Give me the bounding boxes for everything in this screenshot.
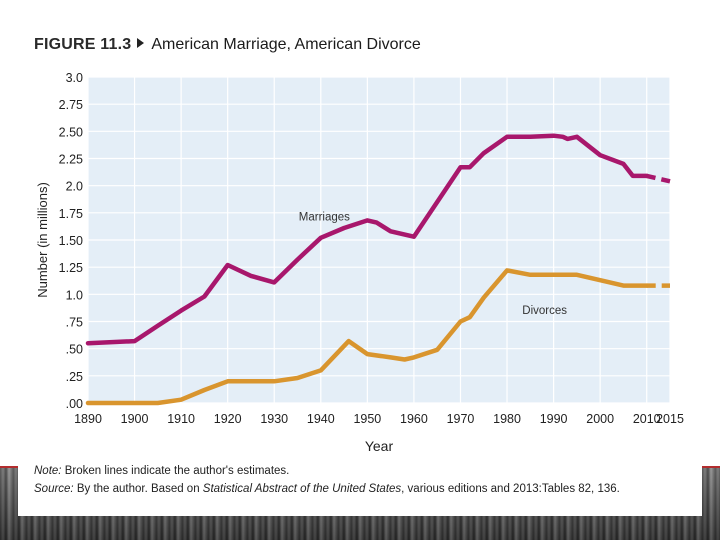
source-line: Source: By the author. Based on Statisti…	[34, 480, 620, 498]
series-label-marriages: Marriages	[299, 211, 350, 223]
y-tick-label: 2.25	[59, 153, 83, 167]
line-chart: Marriages Divorces .00 .25 .50 .75 1.0 1.25 1.5…	[35, 71, 684, 454]
x-tick-label: 1980	[493, 412, 521, 426]
x-tick-label: 1990	[540, 412, 568, 426]
series-layer: Marriages Divorces	[85, 133, 671, 406]
y-tick-label: .50	[66, 343, 83, 357]
note-line: Note: Broken lines indicate the author's…	[34, 462, 620, 480]
gridlines	[87, 76, 671, 404]
y-tick-label: .75	[66, 316, 83, 330]
x-tick-label: 1920	[214, 412, 242, 426]
source-tail: , various editions and 2013:Tables 82, 1…	[401, 483, 620, 495]
y-tick-label: 2.75	[59, 98, 83, 112]
x-tick-label: 1940	[307, 412, 335, 426]
x-tick-label: 1910	[167, 412, 195, 426]
x-tick-label: 2015	[656, 412, 684, 426]
note-text: Broken lines indicate the author's estim…	[64, 465, 290, 477]
series-label-divorces: Divorces	[522, 305, 567, 317]
note-label: Note:	[34, 465, 62, 477]
x-tick-label: 1970	[447, 412, 475, 426]
x-tick-label: 1900	[121, 412, 149, 426]
y-tick-label: 1.75	[59, 207, 83, 221]
figure-label: FIGURE 11.3	[34, 36, 132, 53]
play-arrow-icon	[137, 38, 145, 48]
y-tick-label: .00	[66, 397, 83, 411]
y-tick-label: 1.0	[66, 288, 83, 302]
figure-title: FIGURE 11.3 American Marriage, American D…	[34, 36, 421, 54]
x-tick-label: 2000	[586, 412, 614, 426]
y-tick-label: 3.0	[66, 71, 83, 85]
y-axis-label: Number (in millions)	[35, 182, 50, 298]
y-tick-label: 2.50	[59, 125, 83, 139]
x-axis-label: Year	[365, 438, 394, 454]
x-tick-label: 1930	[260, 412, 288, 426]
source-publication: Statistical Abstract of the United State…	[202, 483, 402, 495]
source-label: Source:	[34, 483, 74, 495]
y-tick-label: 1.50	[59, 234, 83, 248]
x-tick-label: 2010	[633, 412, 661, 426]
y-tick-label: .25	[66, 370, 83, 384]
x-tick-label: 1950	[353, 412, 381, 426]
y-tick-label: 1.25	[59, 261, 83, 275]
x-tick-label: 1890	[74, 412, 102, 426]
source-text: By the author. Based on	[76, 483, 203, 495]
series-line-marriages	[85, 133, 649, 346]
series-line-divorces	[85, 268, 649, 406]
y-tick-label: 2.0	[66, 180, 83, 194]
y-tick-labels: .00 .25 .50 .75 1.0 1.25 1.50 1.75 2.0 2.25 2.50 2.…	[59, 71, 83, 411]
x-tick-label: 1960	[400, 412, 428, 426]
figure-notes: Note: Broken lines indicate the author's…	[34, 462, 620, 498]
series-estimate-marriages	[646, 173, 671, 184]
x-tick-labels: 1890 1900 1910 1920 1930 1940 1950 1960 1970 1980…	[74, 412, 684, 426]
figure-title-text: American Marriage, American Divorce	[151, 36, 421, 53]
